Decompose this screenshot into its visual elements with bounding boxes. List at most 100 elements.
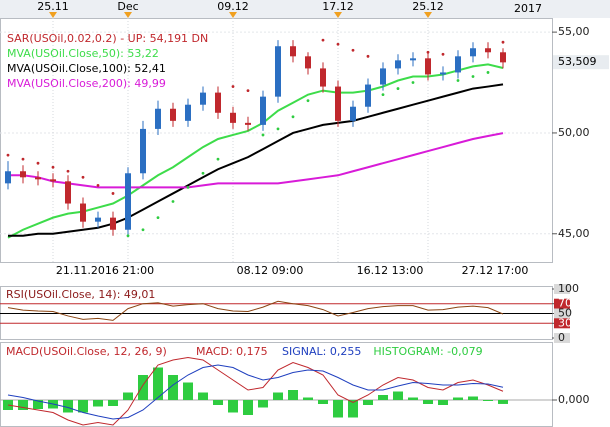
legend-entry: HISTOGRAM: -0,079 xyxy=(373,345,482,358)
sar-dot xyxy=(66,169,70,173)
sar-dot xyxy=(201,171,205,175)
top-date-label: 25.11 xyxy=(37,0,69,13)
histogram-bar xyxy=(183,382,193,400)
candle-body xyxy=(215,92,221,113)
candle-body xyxy=(140,128,146,174)
candle-body xyxy=(290,46,296,57)
sar-dot xyxy=(471,75,475,78)
candle-body xyxy=(20,171,26,178)
candle-body xyxy=(320,68,326,87)
histogram-bar xyxy=(198,392,208,400)
histogram-bar xyxy=(108,400,118,406)
histogram-bar xyxy=(438,400,448,405)
y-tick-label: 50 xyxy=(558,307,572,320)
y-tick-box xyxy=(554,298,570,309)
histogram-bar xyxy=(123,392,133,400)
sar-dot xyxy=(21,157,25,161)
main-frame xyxy=(0,18,553,263)
ma-line xyxy=(7,63,504,239)
date-bar-bottom xyxy=(0,262,552,282)
histogram-bar xyxy=(393,391,403,400)
last-price-box xyxy=(553,55,609,70)
histogram-bar xyxy=(168,375,178,400)
rsi-line xyxy=(7,300,504,321)
last-price: 53,509 xyxy=(558,55,597,68)
histogram-bar xyxy=(303,397,313,400)
macd-line xyxy=(7,356,504,426)
candle-body xyxy=(245,122,251,125)
sar-dot xyxy=(486,71,490,74)
sar-dot xyxy=(171,200,175,203)
legend-entry: SAR(USOil,0.02,0.2) - UP: 54,191 DN xyxy=(7,32,208,45)
candle-body xyxy=(185,104,191,121)
histogram-bar xyxy=(318,400,328,404)
histogram-bar xyxy=(453,397,463,400)
sar-dot xyxy=(396,87,400,90)
date-marker xyxy=(49,12,57,18)
histogram-bar xyxy=(213,400,223,405)
x-tick-label: 21.11.2016 21:00 xyxy=(56,264,154,277)
y-tick-box xyxy=(554,318,570,329)
candle-body xyxy=(65,181,71,204)
y-tick-label: 0,000 xyxy=(558,393,590,406)
ma-line xyxy=(8,132,504,189)
x-tick-label: 27.12 17:00 xyxy=(462,264,529,277)
sar-dot xyxy=(366,54,370,58)
date-marker xyxy=(124,12,132,18)
y-tick-box xyxy=(554,284,570,294)
x-tick-label: 16.12 13:00 xyxy=(357,264,424,277)
candle-body xyxy=(485,48,491,53)
sar-dot xyxy=(456,79,460,82)
sar-dot xyxy=(351,48,355,52)
histogram-bar xyxy=(468,396,478,400)
candle-body xyxy=(95,217,101,222)
sar-dot xyxy=(156,216,160,220)
candle-body xyxy=(500,52,506,63)
sar-dot xyxy=(501,40,505,44)
sar-dot xyxy=(231,85,235,88)
y-tick-label: 0 xyxy=(558,331,565,344)
candle-body xyxy=(425,58,431,75)
candle-body xyxy=(395,60,401,69)
date-marker xyxy=(229,12,237,18)
candle-body xyxy=(350,106,356,121)
histogram-bar xyxy=(408,397,418,400)
histogram-bar xyxy=(33,400,43,409)
histogram-bar xyxy=(138,375,148,400)
candle-body xyxy=(170,108,176,121)
sar-dot xyxy=(6,153,10,157)
legend-entry: MVA(USOil.Close,50): 53,22 xyxy=(7,47,159,60)
panel-title: RSI(USOil.Close, 14): 49,01 xyxy=(6,288,155,301)
legend-entry: MACD: 0,175 xyxy=(196,345,268,358)
candle-body xyxy=(305,56,311,69)
candle-body xyxy=(260,96,266,125)
legend-entry: MVA(USOil.Close,200): 49,99 xyxy=(7,77,166,90)
sar-dot xyxy=(126,234,130,238)
y-tick-label: 45,00 xyxy=(558,227,590,240)
candle-body xyxy=(80,203,86,222)
histogram-bar xyxy=(348,400,358,418)
y-tick-box xyxy=(554,308,570,319)
candle-body xyxy=(470,48,476,57)
sar-dot xyxy=(81,175,85,179)
sar-dot xyxy=(36,161,40,165)
candle-body xyxy=(380,68,386,85)
top-date-label: 25.12 xyxy=(412,0,444,13)
sar-dot xyxy=(96,183,100,187)
date-marker xyxy=(424,12,432,18)
histogram-bar xyxy=(288,390,298,400)
candle-body xyxy=(50,179,56,182)
ma-line xyxy=(8,83,504,237)
candle-body xyxy=(365,84,371,107)
sar-dot xyxy=(141,228,145,232)
histogram-bar xyxy=(258,400,268,408)
candle-body xyxy=(410,58,416,61)
candle-body xyxy=(275,46,281,97)
candle-body xyxy=(230,112,236,123)
y-tick-label: 30 xyxy=(558,316,572,329)
date-bar xyxy=(0,0,610,18)
sar-dot xyxy=(261,133,265,137)
histogram-bar xyxy=(498,400,508,404)
histogram-bar xyxy=(423,400,433,404)
